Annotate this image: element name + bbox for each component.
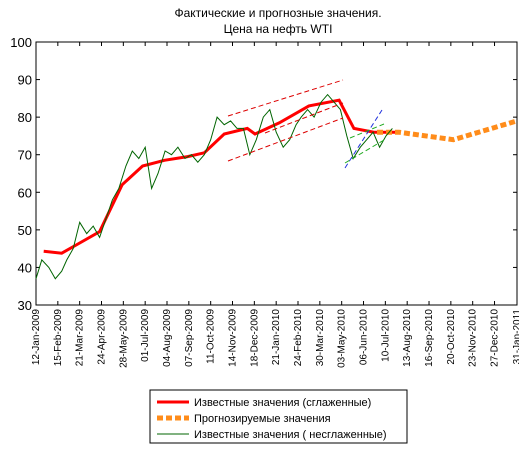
channel-line xyxy=(349,123,385,139)
x-tick-label: 14-Nov-2009 xyxy=(228,309,239,367)
x-tick-label: 01-Jul-2009 xyxy=(140,309,151,362)
x-tick-label: 20-Oct-2010 xyxy=(446,309,457,365)
x-tick-label: 11-Oct-2009 xyxy=(206,309,217,364)
x-tick-label: 27-Dec-2010 xyxy=(490,309,501,367)
legend-label: Прогнозируемые значения xyxy=(194,413,331,425)
y-tick-label: 70 xyxy=(18,148,32,163)
channel-line xyxy=(227,79,344,117)
y-tick-label: 30 xyxy=(18,298,32,313)
x-tick-label: 04-Aug-2009 xyxy=(162,309,173,367)
chart-subtitle: Цена на нефть WTI xyxy=(224,22,333,36)
channel-line xyxy=(344,109,383,169)
trend-channel xyxy=(227,79,385,169)
plot-area: 30 40 50 60 70 80 90 100 12-Jan-2009 15-Feb-2009 2… xyxy=(10,35,519,368)
y-tick-label: 60 xyxy=(18,185,32,200)
x-tick-label: 06-Jun-2010 xyxy=(359,309,370,366)
y-tick-label: 100 xyxy=(10,35,32,50)
channel-line xyxy=(264,102,344,134)
y-tick-label: 90 xyxy=(18,73,32,88)
legend xyxy=(149,389,408,444)
x-tick-label: 21-Mar-2009 xyxy=(75,309,86,367)
series-line xyxy=(35,93,393,280)
x-tick-label: 24-Feb-2010 xyxy=(293,309,304,367)
legend-label: Известные значения ( несглаженные) xyxy=(194,429,387,441)
x-tick-label: 18-Dec-2009 xyxy=(249,309,260,367)
x-tick-label: 03-May-2010 xyxy=(337,309,348,368)
x-tick-label: 24-Apr-2009 xyxy=(97,309,108,365)
x-tick-label: 30-Mar-2010 xyxy=(315,309,326,367)
x-tick-label: 07-Sep-2009 xyxy=(184,309,195,367)
series-line xyxy=(43,98,397,255)
legend-entries: Известные значения (сглаженные) Прогнозир… xyxy=(157,397,387,441)
y-tick-label: 80 xyxy=(18,110,32,125)
channel-line xyxy=(227,117,344,162)
series-line xyxy=(377,118,518,143)
x-tick-label: 15-Feb-2009 xyxy=(53,309,64,367)
plot-frame xyxy=(35,41,518,306)
legend-label: Известные значения (сглаженные) xyxy=(194,397,371,409)
y-tick-label: 50 xyxy=(18,223,32,238)
x-tick-label: 21-Jan-2010 xyxy=(271,309,282,366)
x-tick-label: 23-Nov-2010 xyxy=(468,309,479,367)
x-tick-label: 12-Jan-2009 xyxy=(31,309,42,366)
x-tick-label: 10-Jul-2010 xyxy=(380,309,391,362)
x-tick-label: 28-May-2009 xyxy=(118,309,129,368)
x-tick-label: 13-Aug-2010 xyxy=(402,309,413,367)
chart-title: Фактические и прогнозные значения. xyxy=(174,6,381,20)
y-tick-label: 40 xyxy=(18,260,32,275)
x-tick-label: 16-Sep-2010 xyxy=(424,309,435,367)
x-tick-label: 31-Jan-2011 xyxy=(512,309,519,365)
